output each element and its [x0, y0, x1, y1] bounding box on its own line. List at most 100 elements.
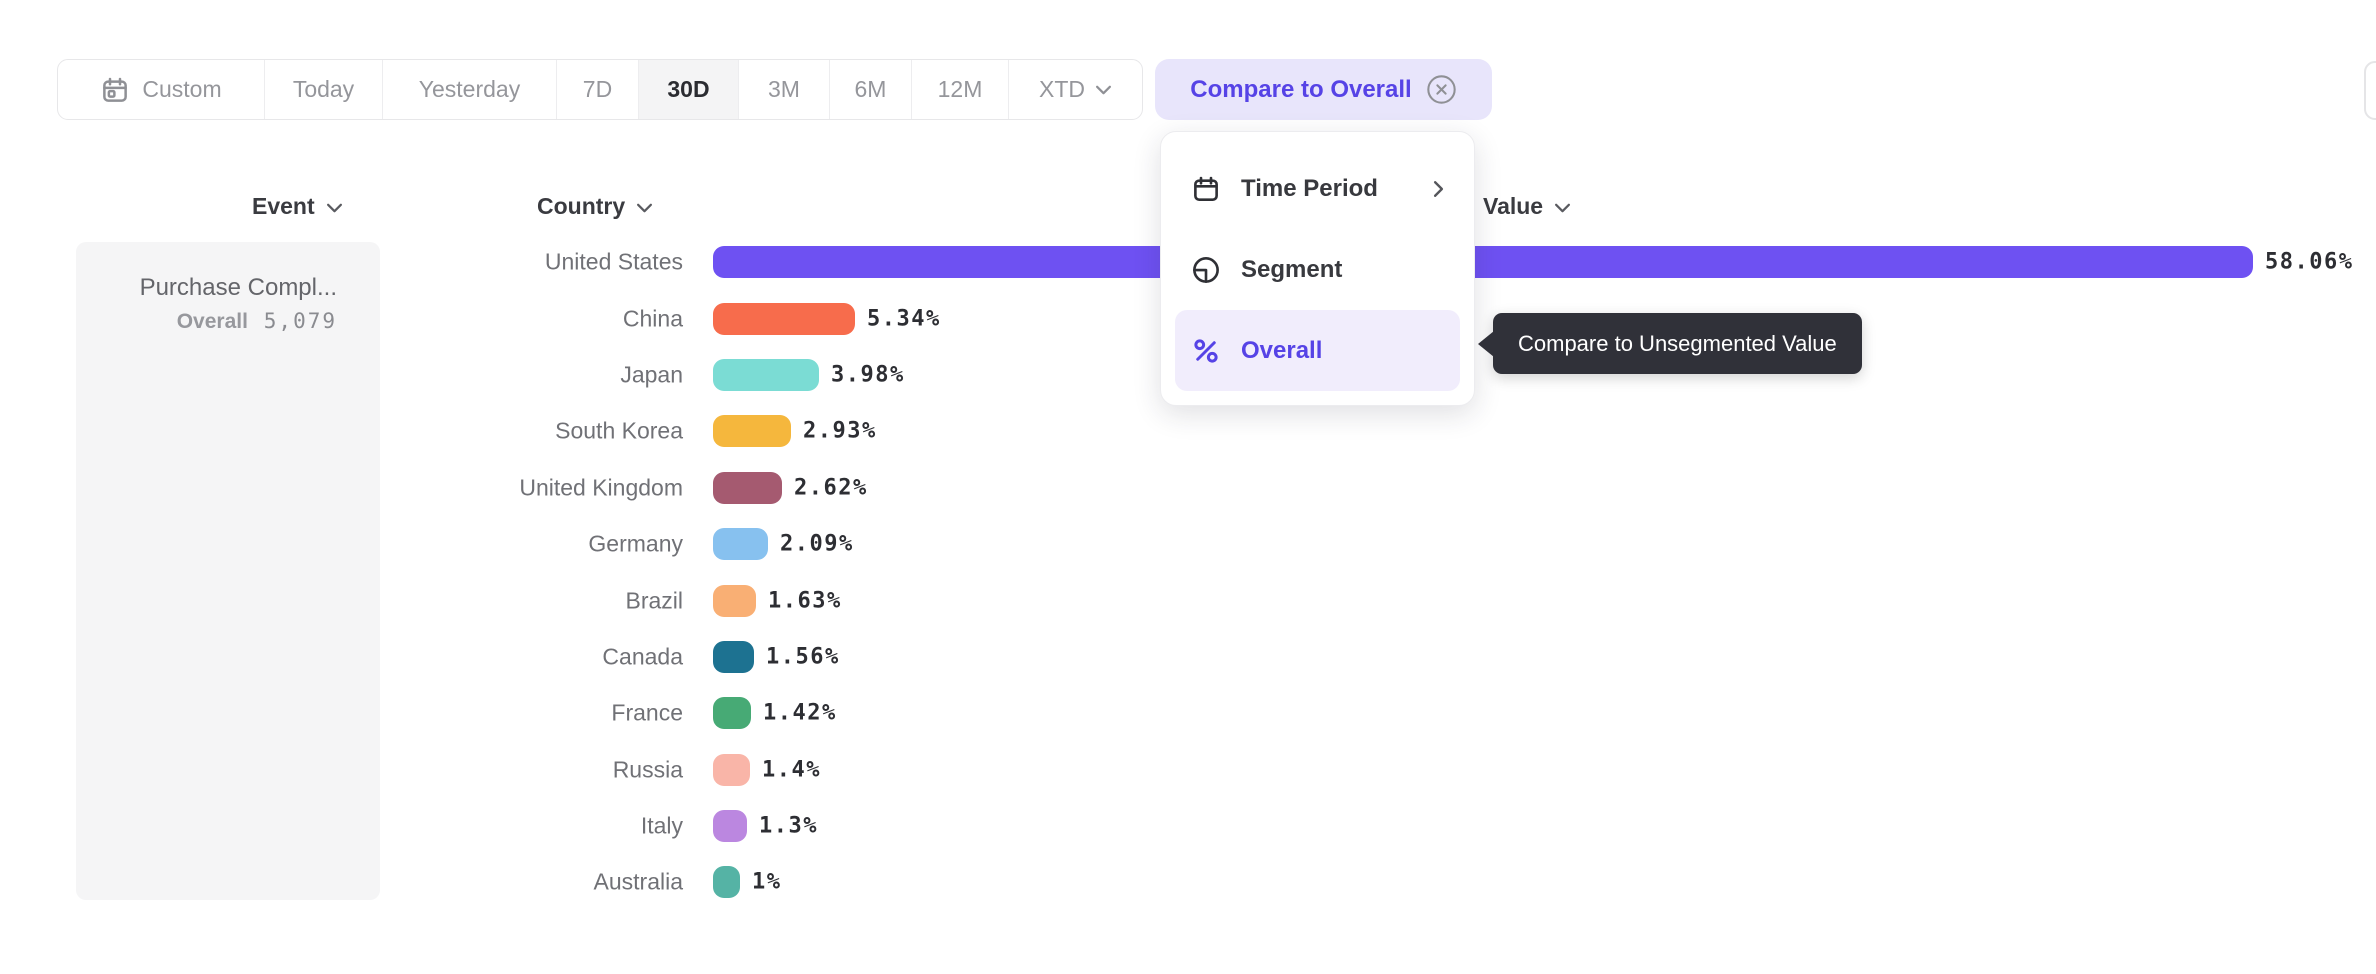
- compare-dropdown-menu: Time Period Segment Overall: [1160, 131, 1475, 406]
- value-label: 1.42%: [763, 700, 837, 726]
- compare-to-overall-button[interactable]: Compare to Overall: [1155, 59, 1492, 120]
- event-panel-purchase-completed[interactable]: Purchase Compl... Overall 5,079: [76, 242, 380, 900]
- menu-item-segment[interactable]: Segment: [1175, 229, 1460, 310]
- compare-to-overall-label: Compare to Overall: [1190, 75, 1412, 103]
- bar-row-brazil: Brazil 1.63%: [0, 572, 2376, 628]
- toolbar-item-label: 12M: [937, 76, 983, 102]
- bar-row-australia: Australia 1%: [0, 854, 2376, 910]
- overall-label: Overall: [176, 310, 248, 333]
- bar-germany[interactable]: [713, 528, 768, 561]
- bar-row-italy: Italy 1.3%: [0, 798, 2376, 854]
- bar-united-states[interactable]: [713, 246, 2253, 279]
- event-overall-row: Overall 5,079: [76, 308, 337, 335]
- country-label: Russia: [612, 756, 683, 783]
- toolbar-item-label: Today: [292, 76, 355, 102]
- value-label: 1.4%: [762, 757, 821, 783]
- country-label: China: [622, 305, 683, 332]
- country-label: United Kingdom: [519, 474, 683, 501]
- column-header-country[interactable]: Country: [537, 191, 653, 221]
- tooltip-text: Compare to Unsegmented Value: [1518, 330, 1837, 356]
- menu-item-overall[interactable]: Overall: [1175, 310, 1460, 391]
- menu-item-label: Time Period: [1241, 174, 1378, 202]
- calendar-icon: [1191, 174, 1221, 204]
- bar-row-russia: Russia 1.4%: [0, 742, 2376, 798]
- bar-japan[interactable]: [713, 358, 819, 391]
- menu-item-time-period[interactable]: Time Period: [1175, 148, 1460, 229]
- toolbar-item-label: 6M: [854, 76, 887, 102]
- toolbar-item-6m[interactable]: 6M: [830, 60, 912, 119]
- country-label: South Korea: [555, 417, 683, 444]
- bar-china[interactable]: [713, 302, 855, 335]
- bar-row-united-kingdom: United Kingdom 2.62%: [0, 460, 2376, 516]
- percent-icon: [1191, 336, 1221, 366]
- bar-united-kingdom[interactable]: [713, 471, 782, 504]
- value-label: 2.62%: [794, 475, 868, 501]
- toolbar-item-label: 30D: [667, 76, 710, 102]
- country-label: Italy: [640, 812, 683, 839]
- toolbar-item-label: Custom: [142, 76, 222, 102]
- cutoff-button-right-edge[interactable]: [2364, 61, 2376, 120]
- toolbar-item-label: Yesterday: [418, 76, 521, 102]
- value-label: 5.34%: [867, 306, 941, 332]
- bar-italy[interactable]: [713, 810, 747, 843]
- bar-canada[interactable]: [713, 640, 754, 673]
- toolbar-item-3m[interactable]: 3M: [739, 60, 830, 119]
- menu-item-label: Overall: [1241, 336, 1323, 364]
- country-label: Germany: [588, 530, 683, 557]
- toolbar-item-label: 3M: [768, 76, 800, 102]
- chevron-down-icon: [1554, 203, 1571, 213]
- chevron-right-icon: [1433, 180, 1444, 198]
- country-label: Australia: [593, 868, 683, 895]
- toolbar-item-7d[interactable]: 7D: [557, 60, 639, 119]
- menu-item-label: Segment: [1241, 255, 1343, 283]
- toolbar-item-12m[interactable]: 12M: [912, 60, 1009, 119]
- value-label: 3.98%: [831, 362, 905, 388]
- event-name: Purchase Compl...: [139, 274, 337, 301]
- country-label: France: [611, 699, 683, 726]
- value-label: 1.63%: [768, 588, 842, 614]
- chevron-down-icon: [326, 203, 343, 213]
- chevron-down-icon: [1095, 85, 1112, 95]
- country-label: Japan: [620, 361, 683, 388]
- chevron-down-icon: [636, 203, 653, 213]
- toolbar-item-today[interactable]: Today: [265, 60, 383, 119]
- value-label: 1.56%: [766, 644, 840, 670]
- column-header-country-label: Country: [537, 192, 626, 219]
- bar-row-japan: Japan 3.98%: [0, 347, 2376, 403]
- country-label: Canada: [602, 643, 683, 670]
- toolbar-item-label: XTD: [1039, 76, 1085, 102]
- time-range-toolbar: Custom Today Yesterday 7D 30D 3M 6M 12M XTD: [57, 59, 1143, 120]
- toolbar-item-label: 7D: [582, 76, 613, 102]
- bar-australia[interactable]: [713, 866, 740, 899]
- value-label: 1.3%: [759, 813, 818, 839]
- bar-row-china: China 5.34%: [0, 290, 2376, 346]
- bar-russia[interactable]: [713, 753, 750, 786]
- bar-row-france: France 1.42%: [0, 685, 2376, 741]
- column-header-value-label: Value: [1483, 192, 1544, 219]
- column-header-event[interactable]: Event: [252, 191, 343, 221]
- bar-row-canada: Canada 1.56%: [0, 629, 2376, 685]
- value-label: 1%: [752, 869, 782, 895]
- bar-row-united-states: United States 58.06%: [0, 234, 2376, 290]
- column-header-event-label: Event: [252, 192, 315, 219]
- toolbar-item-30d[interactable]: 30D: [639, 60, 739, 119]
- segment-icon: [1191, 255, 1221, 285]
- toolbar-item-custom[interactable]: Custom: [58, 60, 265, 119]
- toolbar-item-xtd[interactable]: XTD: [1009, 60, 1142, 119]
- bar-row-germany: Germany 2.09%: [0, 516, 2376, 572]
- tooltip: Compare to Unsegmented Value: [1478, 313, 1862, 374]
- column-header-value[interactable]: Value: [1483, 191, 1571, 221]
- bar-chart: United States 58.06% China 5.34% Japan 3.98% S…: [0, 234, 2376, 911]
- value-label: 58.06%: [2265, 249, 2354, 275]
- toolbar-item-yesterday[interactable]: Yesterday: [383, 60, 557, 119]
- value-label: 2.09%: [780, 531, 854, 557]
- value-label: 2.93%: [803, 418, 877, 444]
- calendar-icon: [100, 75, 130, 105]
- bar-south-korea[interactable]: [713, 415, 791, 448]
- country-label: United States: [544, 248, 683, 275]
- bar-brazil[interactable]: [713, 584, 756, 617]
- circle-x-icon[interactable]: [1426, 74, 1457, 105]
- bar-france[interactable]: [713, 697, 751, 730]
- tooltip-arrow-left: [1478, 330, 1494, 357]
- country-label: Brazil: [625, 587, 683, 614]
